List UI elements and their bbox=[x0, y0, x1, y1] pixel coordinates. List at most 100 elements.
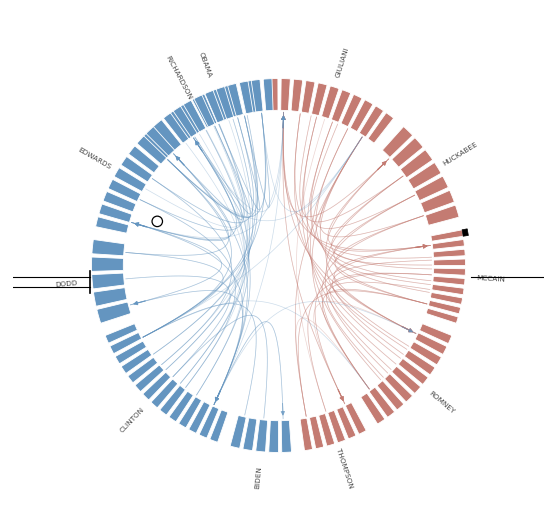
Polygon shape bbox=[398, 358, 428, 384]
Text: GIULIANI: GIULIANI bbox=[335, 46, 350, 78]
Polygon shape bbox=[97, 302, 131, 323]
Polygon shape bbox=[164, 110, 193, 143]
Polygon shape bbox=[421, 190, 455, 213]
Polygon shape bbox=[240, 81, 253, 114]
Polygon shape bbox=[426, 309, 458, 323]
Polygon shape bbox=[114, 168, 146, 192]
Polygon shape bbox=[210, 410, 228, 442]
Polygon shape bbox=[128, 357, 158, 383]
Polygon shape bbox=[291, 79, 303, 112]
Polygon shape bbox=[183, 100, 206, 132]
Polygon shape bbox=[152, 119, 182, 152]
Polygon shape bbox=[143, 372, 170, 400]
Polygon shape bbox=[216, 87, 233, 119]
Polygon shape bbox=[146, 126, 175, 156]
Text: HUCKABEE: HUCKABEE bbox=[442, 141, 478, 167]
Polygon shape bbox=[179, 397, 202, 428]
Polygon shape bbox=[121, 157, 153, 182]
Polygon shape bbox=[431, 230, 463, 241]
Text: DODD: DODD bbox=[55, 280, 77, 288]
Polygon shape bbox=[310, 416, 324, 449]
Polygon shape bbox=[121, 349, 152, 373]
Polygon shape bbox=[99, 204, 132, 222]
Polygon shape bbox=[96, 217, 129, 233]
Text: OBAMA: OBAMA bbox=[198, 52, 213, 79]
Polygon shape bbox=[432, 239, 465, 249]
Polygon shape bbox=[129, 146, 159, 173]
Polygon shape bbox=[108, 179, 141, 202]
Polygon shape bbox=[415, 176, 448, 201]
Polygon shape bbox=[400, 150, 433, 178]
Polygon shape bbox=[178, 101, 204, 135]
Polygon shape bbox=[359, 106, 384, 137]
Polygon shape bbox=[151, 379, 178, 408]
Polygon shape bbox=[462, 229, 468, 236]
Polygon shape bbox=[408, 162, 441, 189]
Polygon shape bbox=[319, 414, 335, 446]
Polygon shape bbox=[433, 276, 465, 285]
Polygon shape bbox=[281, 421, 291, 452]
Polygon shape bbox=[341, 95, 362, 127]
Polygon shape bbox=[251, 80, 263, 112]
Polygon shape bbox=[115, 341, 146, 364]
Polygon shape bbox=[336, 407, 356, 439]
Polygon shape bbox=[94, 288, 127, 306]
Polygon shape bbox=[194, 95, 215, 127]
Polygon shape bbox=[431, 293, 463, 304]
Polygon shape bbox=[205, 90, 224, 123]
Polygon shape bbox=[311, 83, 327, 116]
Polygon shape bbox=[433, 249, 465, 258]
Polygon shape bbox=[350, 100, 373, 132]
Polygon shape bbox=[268, 79, 278, 110]
Polygon shape bbox=[368, 113, 394, 143]
Polygon shape bbox=[103, 192, 136, 212]
Text: BIDEN: BIDEN bbox=[254, 466, 262, 490]
Text: CLINTON: CLINTON bbox=[119, 406, 145, 434]
Polygon shape bbox=[192, 94, 217, 128]
Polygon shape bbox=[228, 83, 243, 116]
Polygon shape bbox=[135, 365, 164, 392]
Polygon shape bbox=[377, 381, 404, 410]
Polygon shape bbox=[230, 415, 246, 448]
Polygon shape bbox=[345, 402, 367, 434]
Polygon shape bbox=[140, 131, 171, 161]
Polygon shape bbox=[92, 273, 125, 289]
Text: THOMPSON: THOMPSON bbox=[335, 448, 354, 489]
Polygon shape bbox=[301, 81, 315, 113]
Polygon shape bbox=[428, 301, 461, 314]
Polygon shape bbox=[268, 421, 278, 452]
Polygon shape bbox=[426, 205, 459, 225]
Polygon shape bbox=[321, 86, 339, 119]
Polygon shape bbox=[369, 387, 395, 417]
Polygon shape bbox=[410, 341, 441, 365]
Polygon shape bbox=[243, 418, 257, 451]
Polygon shape bbox=[328, 410, 345, 443]
Polygon shape bbox=[392, 138, 423, 167]
Text: RICHARDSON: RICHARDSON bbox=[164, 54, 193, 100]
Polygon shape bbox=[173, 106, 197, 138]
Polygon shape bbox=[361, 393, 385, 424]
Polygon shape bbox=[392, 366, 421, 393]
Polygon shape bbox=[433, 268, 466, 275]
Polygon shape bbox=[92, 239, 125, 256]
Polygon shape bbox=[415, 333, 447, 354]
Polygon shape bbox=[169, 391, 193, 422]
Polygon shape bbox=[263, 79, 273, 111]
Polygon shape bbox=[419, 323, 452, 344]
Polygon shape bbox=[199, 406, 219, 438]
Polygon shape bbox=[281, 79, 290, 110]
Polygon shape bbox=[207, 88, 230, 122]
Polygon shape bbox=[404, 350, 435, 375]
Polygon shape bbox=[189, 401, 210, 433]
Polygon shape bbox=[91, 257, 124, 271]
Polygon shape bbox=[105, 323, 138, 343]
Polygon shape bbox=[433, 259, 466, 266]
Polygon shape bbox=[239, 80, 257, 114]
Text: MCCAIN: MCCAIN bbox=[477, 275, 506, 282]
Polygon shape bbox=[384, 374, 413, 402]
Polygon shape bbox=[160, 386, 185, 415]
Polygon shape bbox=[382, 126, 413, 157]
Polygon shape bbox=[137, 136, 167, 164]
Polygon shape bbox=[223, 83, 243, 117]
Polygon shape bbox=[432, 285, 464, 295]
